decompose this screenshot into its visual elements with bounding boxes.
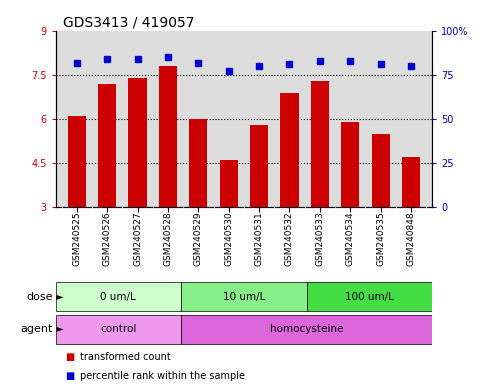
Bar (68, 116, 86, 207)
Text: GSM240535: GSM240535 (376, 211, 385, 266)
Text: dose: dose (27, 291, 53, 302)
Bar (402, 157, 420, 207)
Text: GSM240525: GSM240525 (72, 211, 81, 266)
Text: GSM240534: GSM240534 (346, 211, 355, 266)
Text: GSM240532: GSM240532 (285, 211, 294, 266)
Text: ■: ■ (65, 371, 74, 381)
Text: GDS3413 / 419057: GDS3413 / 419057 (63, 16, 195, 30)
Text: ►: ► (53, 324, 64, 334)
Text: 0 um/L: 0 um/L (100, 291, 136, 302)
Text: transformed count: transformed count (80, 352, 170, 362)
Bar (250, 125, 268, 207)
Bar (311, 81, 329, 207)
Text: percentile rank within the sample: percentile rank within the sample (80, 371, 245, 381)
Text: control: control (100, 324, 137, 334)
Text: GSM240528: GSM240528 (163, 211, 172, 266)
Bar (341, 122, 359, 207)
Text: ►: ► (53, 291, 64, 302)
FancyBboxPatch shape (56, 314, 181, 344)
Bar (159, 66, 177, 207)
Bar (189, 119, 208, 207)
Text: GSM240530: GSM240530 (224, 211, 233, 266)
Bar (371, 134, 390, 207)
Bar (98, 84, 116, 207)
Text: homocysteine: homocysteine (270, 324, 343, 334)
Text: GSM240527: GSM240527 (133, 211, 142, 266)
Text: ■: ■ (65, 352, 74, 362)
Bar (220, 160, 238, 207)
Text: agent: agent (21, 324, 53, 334)
Text: GSM240531: GSM240531 (255, 211, 264, 266)
Text: 100 um/L: 100 um/L (345, 291, 394, 302)
FancyBboxPatch shape (307, 282, 432, 311)
Bar (280, 93, 298, 207)
Bar (128, 78, 147, 207)
FancyBboxPatch shape (181, 314, 432, 344)
Text: GSM240529: GSM240529 (194, 211, 203, 266)
Text: 10 um/L: 10 um/L (223, 291, 265, 302)
FancyBboxPatch shape (181, 282, 307, 311)
Text: GSM240533: GSM240533 (315, 211, 325, 266)
Text: GSM240526: GSM240526 (103, 211, 112, 266)
FancyBboxPatch shape (56, 282, 181, 311)
Text: GSM240848: GSM240848 (407, 211, 415, 266)
